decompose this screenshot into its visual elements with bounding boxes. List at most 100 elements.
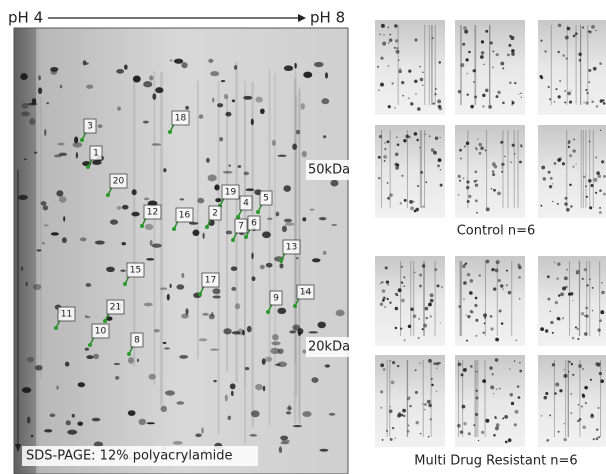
- thumb-spot: [460, 157, 462, 160]
- thumb-spot: [498, 309, 502, 313]
- protein-spot: [33, 283, 42, 291]
- protein-spot: [71, 413, 75, 418]
- thumb-spot: [601, 160, 605, 164]
- thumb-spot: [517, 93, 520, 95]
- protein-spot: [225, 230, 233, 235]
- protein-spot: [278, 446, 283, 454]
- spot-box: [57, 306, 76, 322]
- thumb-spot: [383, 34, 385, 36]
- thumb-spot: [459, 148, 462, 152]
- thumb-spot: [585, 195, 588, 198]
- thumb-spot: [428, 135, 431, 138]
- thumb-spot: [378, 135, 383, 139]
- thumb-spot: [551, 363, 555, 367]
- thumb-spot: [500, 322, 504, 325]
- protein-spot: [61, 237, 67, 244]
- thumb-spot: [566, 26, 571, 31]
- thumb-spot: [419, 362, 421, 364]
- spot-marker: [231, 238, 235, 242]
- thumb-spot: [570, 392, 573, 395]
- thumb-spot: [470, 310, 474, 314]
- protein-spot: [86, 355, 94, 360]
- protein-spot: [85, 62, 89, 65]
- protein-spot: [42, 205, 49, 211]
- spot-marker: [168, 130, 172, 134]
- thumb-spot: [387, 284, 389, 286]
- thumb-spot: [582, 26, 585, 29]
- ph-right: pH 8: [310, 9, 345, 27]
- protein-spot: [271, 139, 276, 146]
- spot-label: 18: [175, 114, 187, 124]
- spot-label: 1: [93, 149, 99, 159]
- thumb-spot: [473, 424, 476, 427]
- protein-spot: [41, 242, 45, 245]
- protein-spot: [277, 361, 288, 368]
- thumb-spot: [557, 23, 562, 28]
- protein-spot: [18, 194, 28, 201]
- protein-spot: [243, 95, 253, 100]
- thumb-spot: [482, 93, 486, 98]
- protein-spot: [38, 87, 43, 95]
- thumb-spot: [505, 269, 508, 272]
- thumb-streak: [587, 25, 589, 105]
- thumb-spot: [572, 34, 576, 38]
- thumb-spot: [492, 50, 495, 53]
- thumb-streak: [589, 130, 591, 208]
- thumb-streak: [566, 130, 568, 208]
- thumb-spot: [436, 284, 440, 288]
- thumb-spot: [474, 199, 478, 203]
- thumb-spot: [514, 81, 517, 85]
- thumb-spot: [383, 155, 387, 159]
- protein-spot: [267, 217, 273, 220]
- thumb-spot: [513, 423, 517, 427]
- thumb-streak: [462, 360, 464, 437]
- protein-spot: [264, 356, 273, 362]
- protein-spot: [261, 358, 266, 365]
- thumb-spot: [466, 339, 469, 342]
- thumb-spot: [410, 206, 414, 211]
- thumb-spot: [475, 318, 479, 322]
- thumb-spot: [457, 90, 462, 94]
- protein-spot: [146, 422, 155, 425]
- streak: [244, 95, 246, 387]
- thumb-streak: [567, 360, 569, 437]
- thumb-streak: [579, 261, 581, 336]
- protein-spot: [84, 347, 90, 351]
- thumb-spot: [408, 69, 412, 73]
- thumb-spot: [597, 174, 602, 179]
- thumb-spot: [511, 143, 515, 147]
- thumb-spot: [591, 286, 594, 289]
- thumb-spot: [438, 61, 442, 64]
- protein-spot: [192, 229, 200, 237]
- spot-marker: [198, 292, 202, 296]
- protein-spot: [251, 252, 254, 260]
- protein-spot: [179, 198, 185, 201]
- thumb-spot: [506, 53, 510, 57]
- protein-spot: [93, 353, 99, 360]
- thumb-spot: [386, 140, 390, 144]
- spot-marker: [86, 165, 90, 169]
- protein-spot: [330, 179, 339, 187]
- thumb-spot: [422, 205, 425, 208]
- thumb-spot: [434, 93, 437, 96]
- protein-spot: [44, 129, 47, 136]
- thumb-spot: [474, 170, 478, 174]
- thumb-spot: [578, 364, 582, 368]
- thumb-spot: [473, 179, 477, 183]
- thumb-streak: [389, 130, 391, 208]
- thumb-spot: [575, 270, 580, 274]
- thumb-streak: [599, 261, 601, 336]
- protein-spot: [297, 331, 301, 337]
- thumb-spot: [475, 389, 478, 392]
- thumb-spot: [390, 380, 395, 385]
- protein-spot: [169, 59, 173, 62]
- spot-marker: [266, 310, 270, 314]
- thumb-spot: [389, 33, 392, 36]
- thumb-spot: [565, 207, 570, 212]
- protein-spot: [213, 379, 217, 383]
- thumb-spot: [391, 426, 395, 430]
- protein-spot: [79, 237, 87, 242]
- thumb-spot: [559, 80, 561, 82]
- thumb-spot: [567, 91, 571, 96]
- protein-spot: [143, 302, 153, 307]
